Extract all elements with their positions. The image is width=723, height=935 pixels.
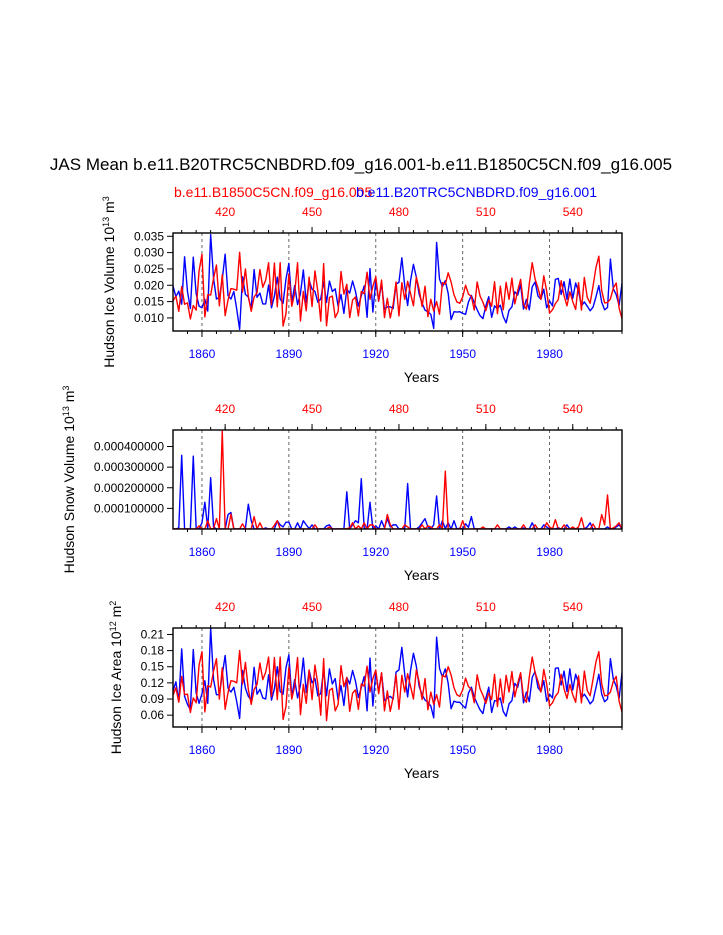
bottom-tick-label: 1950 [449,347,476,361]
y-axis-label: Hudson Snow Volume 1013 m3 [61,386,77,574]
x-axis-label: Years [404,369,439,385]
plot-frame [172,429,623,530]
subtitle-red-case: b.e11.B1850C5CN.f09_g16.005 [174,184,372,200]
top-tick-label: 510 [476,600,496,614]
y-axis-label: Hudson Ice Volume 1013 m3 [101,196,117,367]
bottom-tick-label: 1860 [189,545,216,559]
y-tick-label: 0.025 [134,262,164,276]
bottom-tick-label: 1980 [536,743,563,757]
bottom-tick-label: 1920 [362,545,389,559]
bottom-tick-label: 1920 [362,347,389,361]
top-tick-label: 420 [215,205,235,219]
top-tick-label: 420 [215,600,235,614]
top-tick-label: 510 [476,205,496,219]
y-tick-label: 0.21 [141,627,165,641]
top-tick-label: 480 [389,402,409,416]
top-tick-label: 540 [563,402,583,416]
top-tick-label: 540 [563,205,583,219]
bottom-tick-label: 1890 [276,743,303,757]
series-group [173,430,622,529]
panel-ice-volume: 1860 1890 1920 1950 1980 420 450 480 510 540 0.010… [101,196,623,385]
plot-frame [172,627,623,728]
top-tick-label: 480 [389,600,409,614]
series-line-blue [173,628,622,720]
bottom-tick-label: 1890 [276,347,303,361]
y-tick-label: 0.06 [141,708,165,722]
top-tick-label: 480 [389,205,409,219]
y-tick-label: 0.000300000 [94,460,164,474]
y-tick-label: 0.000200000 [94,481,164,495]
top-tick-label: 420 [215,402,235,416]
top-tick-label: 510 [476,402,496,416]
y-axis-label: Hudson Ice Area 1012 m2 [108,601,124,755]
y-tick-label: 0.12 [141,676,165,690]
series-line-red [173,251,622,327]
bottom-tick-label: 1860 [189,743,216,757]
series-line-blue [173,454,622,529]
x-axis-label: Years [404,765,439,781]
y-tick-label: 0.000100000 [94,501,164,515]
y-tick-label: 0.030 [134,246,164,260]
series-line-red [173,430,622,529]
series-group [173,628,622,722]
top-tick-label: 450 [302,205,322,219]
figure-title: JAS Mean b.e11.B20TRC5CNBDRD.f09_g16.001… [50,155,672,174]
series-group [173,233,622,331]
top-tick-label: 540 [563,600,583,614]
plot-frame [172,232,623,332]
bottom-tick-label: 1950 [449,545,476,559]
y-tick-label: 0.015 [134,295,164,309]
y-tick-label: 0.035 [134,229,164,243]
subtitle-blue-case: b.e11.B20TRC5CNBDRD.f09_g16.001 [356,184,597,200]
bottom-tick-label: 1980 [536,347,563,361]
y-tick-label: 0.010 [134,311,164,325]
panel-ice-area: 1860 1890 1920 1950 1980 420 450 480 510 540 0.06 0… [108,600,623,781]
x-axis-label: Years [404,567,439,583]
top-tick-label: 450 [302,600,322,614]
panel-snow-volume: 1860 1890 1920 1950 1980 420 450 480 510 540 0.000… [61,386,623,583]
y-tick-label: 0.000400000 [94,440,164,454]
y-tick-label: 0.09 [141,692,165,706]
series-line-blue [173,233,622,331]
y-tick-label: 0.15 [141,660,165,674]
bottom-tick-label: 1860 [189,347,216,361]
bottom-tick-label: 1890 [276,545,303,559]
y-tick-label: 0.18 [141,644,165,658]
series-line-red [173,649,622,722]
top-tick-label: 450 [302,402,322,416]
bottom-tick-label: 1920 [362,743,389,757]
bottom-tick-label: 1980 [536,545,563,559]
y-tick-label: 0.020 [134,278,164,292]
bottom-tick-label: 1950 [449,743,476,757]
